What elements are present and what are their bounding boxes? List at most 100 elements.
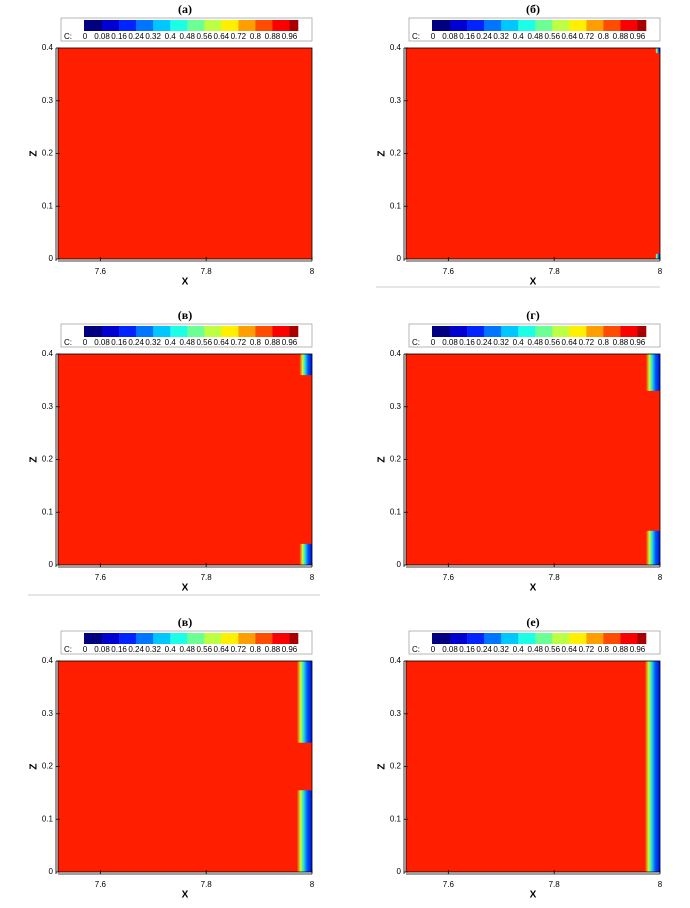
colorbar-level: [255, 633, 273, 644]
colorbar-tick-label: 0.32: [145, 32, 161, 41]
x-tick-label: 7.6: [443, 267, 455, 276]
colorbar-tick-label: 0.8: [250, 338, 262, 347]
colorbar-low: [84, 633, 85, 644]
colorbar-tick-label: 0.16: [459, 32, 475, 41]
colorbar-level: [153, 633, 171, 644]
colorbar-level: [603, 20, 621, 31]
colorbar-tick-label: 0.72: [579, 338, 595, 347]
colorbar-tick-label: 0.96: [282, 32, 298, 41]
colorbar-level: [637, 20, 647, 31]
colorbar-tick-label: 0.88: [613, 645, 629, 654]
colorbar-tick-label: 0.24: [128, 645, 144, 654]
colorbar-level: [119, 326, 137, 337]
colorbar-level: [119, 633, 137, 644]
colorbar-level: [450, 326, 468, 337]
y-tick-label: 0: [49, 867, 54, 876]
colorbar-level: [637, 326, 647, 337]
colorbar-level: [518, 633, 536, 644]
panel: (а)0 0.08 0.16 0.24 0.32 0.4 0.48 0.56 0.64 0.72 0…: [29, 2, 315, 288]
panel-title: (а): [178, 2, 192, 16]
colorbar-tick-label: 0.96: [630, 32, 646, 41]
colorbar-level: [136, 20, 154, 31]
y-tick-label: 0.4: [42, 43, 54, 52]
colorbar-tick-label: 0.16: [459, 338, 475, 347]
colorbar-level: [102, 326, 120, 337]
y-tick-label: 0: [49, 254, 54, 263]
low-c-region: [296, 790, 312, 872]
colorbar-level: [637, 633, 647, 644]
x-tick-label: 8: [310, 880, 315, 889]
colorbar-level: [552, 633, 570, 644]
colorbar-level: [85, 20, 103, 31]
colorbar-level: [238, 326, 256, 337]
colorbar-low: [432, 633, 433, 644]
x-tick-label: 7.6: [443, 573, 455, 582]
colorbar-level: [467, 20, 485, 31]
x-tick-label: 7.6: [95, 267, 107, 276]
colorbar-tick-label: 0.16: [111, 645, 127, 654]
colorbar-level: [586, 326, 604, 337]
y-tick-label: 0.1: [42, 201, 54, 210]
low-c-region: [296, 661, 312, 743]
colorbar-level: [136, 633, 154, 644]
colorbar-level: [170, 326, 188, 337]
x-tick-label: 8: [658, 880, 663, 889]
colorbar-tick-label: 0.8: [598, 645, 610, 654]
colorbar-level: [620, 633, 638, 644]
panel-title: (в): [178, 615, 192, 629]
panel-title: (е): [526, 615, 539, 629]
panel-title: (г): [526, 308, 539, 322]
y-axis-label: Z: [377, 150, 388, 156]
y-axis-label: Z: [29, 456, 40, 462]
field: [406, 48, 660, 259]
panel: (г)0 0.08 0.16 0.24 0.32 0.4 0.48 0.56 0.64 0.72 0…: [377, 308, 663, 594]
colorbar-tick-label: 0.8: [250, 645, 262, 654]
y-axis-label: Z: [377, 763, 388, 769]
colorbar-tick-label: 0.96: [630, 338, 646, 347]
y-tick-label: 0.3: [42, 709, 54, 718]
colorbar-tick-label: 0.32: [145, 645, 161, 654]
colorbar-tick-label: 0.48: [527, 338, 543, 347]
colorbar-level: [170, 20, 188, 31]
y-tick-label: 0.3: [390, 402, 402, 411]
colorbar-level: [238, 633, 256, 644]
colorbar-tick-label: 0.4: [513, 32, 525, 41]
colorbar-tick-label: 0.32: [493, 32, 509, 41]
colorbar-tick-label: 0.56: [196, 338, 212, 347]
colorbar-level: [569, 20, 587, 31]
x-tick-label: 7.8: [201, 267, 213, 276]
colorbar-tick-label: 0.16: [111, 338, 127, 347]
low-c-region: [644, 661, 660, 872]
low-c-region: [645, 354, 660, 391]
colorbar-level: [119, 20, 137, 31]
colorbar-level: [535, 20, 553, 31]
x-tick-label: 7.6: [443, 880, 455, 889]
colorbar-tick-label: 0.8: [598, 338, 610, 347]
colorbar-tick-label: 0: [83, 645, 88, 654]
colorbar-tick-label: 0.48: [527, 645, 543, 654]
colorbar-label: C:: [412, 338, 420, 347]
colorbar-low: [432, 20, 433, 31]
x-tick-label: 7.8: [201, 880, 213, 889]
low-c-region: [655, 253, 660, 259]
colorbar-level: [289, 20, 299, 31]
low-c-region: [299, 543, 312, 565]
x-tick-label: 7.8: [549, 267, 561, 276]
colorbar-level: [102, 633, 120, 644]
y-tick-label: 0.1: [42, 507, 54, 516]
y-tick-label: 0.1: [42, 814, 54, 823]
colorbar-tick-label: 0.08: [442, 32, 458, 41]
colorbar-level: [187, 633, 205, 644]
colorbar-level: [501, 20, 519, 31]
colorbar-level: [204, 20, 222, 31]
x-tick-label: 7.8: [549, 573, 561, 582]
field: [406, 354, 660, 565]
colorbar-tick-label: 0.88: [265, 32, 281, 41]
colorbar-tick-label: 0.24: [128, 338, 144, 347]
colorbar-tick-label: 0.56: [196, 645, 212, 654]
x-axis-label: X: [530, 583, 537, 594]
y-tick-label: 0.2: [42, 149, 54, 158]
x-axis-label: X: [182, 583, 189, 594]
low-c-region: [645, 530, 660, 565]
